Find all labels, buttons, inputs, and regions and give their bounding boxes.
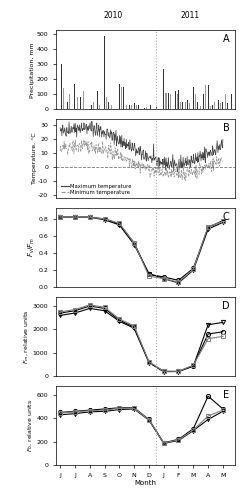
Bar xyxy=(123,87,124,110)
Y-axis label: Precipitation, mm: Precipitation, mm xyxy=(30,42,35,98)
Bar xyxy=(129,105,130,110)
Text: A: A xyxy=(223,34,229,44)
Y-axis label: $F_0$, relative units: $F_0$, relative units xyxy=(26,398,35,452)
Bar xyxy=(146,107,147,110)
Bar xyxy=(108,102,109,110)
Bar xyxy=(156,107,157,110)
Y-axis label: Temperature, °C: Temperature, °C xyxy=(31,133,37,184)
Bar xyxy=(77,98,78,110)
Bar xyxy=(158,108,159,110)
Bar xyxy=(177,94,178,110)
Bar xyxy=(231,94,232,110)
Bar xyxy=(106,98,107,110)
Bar xyxy=(134,104,135,110)
Bar xyxy=(205,86,206,110)
Bar xyxy=(99,105,100,110)
Bar xyxy=(210,106,211,110)
Bar xyxy=(121,87,122,110)
Text: D: D xyxy=(222,300,229,310)
Bar xyxy=(185,102,186,110)
Bar xyxy=(150,105,151,110)
Bar xyxy=(126,105,127,110)
Y-axis label: $F_m$, relative units: $F_m$, relative units xyxy=(22,309,31,364)
Bar xyxy=(111,105,112,110)
Bar xyxy=(74,84,76,110)
Bar xyxy=(138,105,139,110)
Bar xyxy=(119,84,120,110)
Bar xyxy=(93,102,94,110)
Bar xyxy=(104,36,105,110)
Bar xyxy=(222,102,223,110)
Text: B: B xyxy=(223,123,229,133)
Bar xyxy=(180,102,181,110)
Bar xyxy=(197,102,198,110)
Bar xyxy=(140,108,141,110)
Bar xyxy=(63,88,64,110)
Text: 2010: 2010 xyxy=(103,12,123,20)
Bar xyxy=(193,87,194,110)
Bar xyxy=(61,64,62,110)
Bar xyxy=(131,105,132,110)
Bar xyxy=(189,104,190,110)
Bar xyxy=(208,86,209,110)
Bar xyxy=(203,94,204,110)
Bar xyxy=(80,98,81,110)
Bar xyxy=(163,69,164,110)
Bar xyxy=(227,104,228,110)
Bar xyxy=(69,94,70,110)
Bar xyxy=(97,92,98,110)
Text: C: C xyxy=(223,212,229,222)
Bar xyxy=(91,105,92,110)
Bar xyxy=(214,102,215,110)
Text: E: E xyxy=(223,390,229,400)
Bar xyxy=(67,102,68,110)
Bar xyxy=(136,105,137,110)
Bar xyxy=(168,93,169,110)
Bar xyxy=(218,100,219,110)
Bar xyxy=(200,106,201,110)
Legend: Maximum temperature, Minimum temperature: Maximum temperature, Minimum temperature xyxy=(60,184,132,196)
Bar xyxy=(170,94,171,110)
Bar xyxy=(83,92,84,110)
Y-axis label: $F_v/F_m$: $F_v/F_m$ xyxy=(27,238,37,258)
X-axis label: Month: Month xyxy=(134,480,156,486)
Bar xyxy=(187,100,188,110)
Bar xyxy=(220,104,221,110)
Bar xyxy=(225,94,226,110)
Bar xyxy=(212,105,213,110)
Bar xyxy=(152,108,153,110)
Bar xyxy=(175,92,176,110)
Bar xyxy=(178,90,179,110)
Text: 2011: 2011 xyxy=(180,12,200,20)
Bar xyxy=(195,94,196,110)
Bar xyxy=(182,102,183,110)
Bar xyxy=(144,108,145,110)
